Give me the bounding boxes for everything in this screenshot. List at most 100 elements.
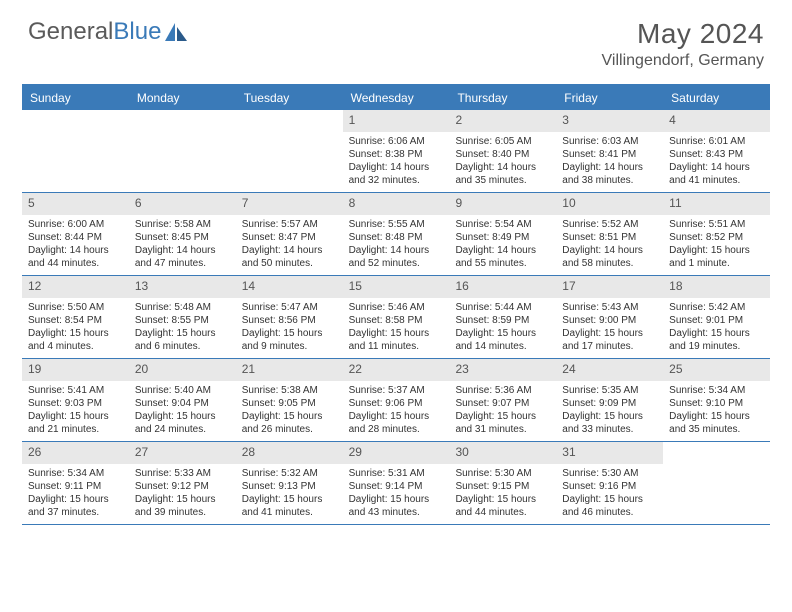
day-header-cell: Friday [556, 86, 663, 110]
daylight2-text: and 41 minutes. [242, 506, 337, 519]
sunrise-text: Sunrise: 5:35 AM [562, 384, 657, 397]
daylight1-text: Daylight: 14 hours [135, 244, 230, 257]
sunset-text: Sunset: 9:05 PM [242, 397, 337, 410]
calendar-cell: 5Sunrise: 6:00 AMSunset: 8:44 PMDaylight… [22, 193, 129, 275]
sunrise-text: Sunrise: 5:52 AM [562, 218, 657, 231]
sunrise-text: Sunrise: 5:34 AM [669, 384, 764, 397]
sunset-text: Sunset: 9:16 PM [562, 480, 657, 493]
daylight1-text: Daylight: 15 hours [669, 410, 764, 423]
sunrise-text: Sunrise: 5:33 AM [135, 467, 230, 480]
sunset-text: Sunset: 8:59 PM [455, 314, 550, 327]
day-number: 18 [663, 276, 770, 298]
day-header-cell: Tuesday [236, 86, 343, 110]
day-number: 2 [449, 110, 556, 132]
daylight1-text: Daylight: 14 hours [349, 161, 444, 174]
sunrise-text: Sunrise: 5:55 AM [349, 218, 444, 231]
sunset-text: Sunset: 8:52 PM [669, 231, 764, 244]
day-header-cell: Saturday [663, 86, 770, 110]
calendar-cell: 24Sunrise: 5:35 AMSunset: 9:09 PMDayligh… [556, 359, 663, 441]
daylight2-text: and 44 minutes. [455, 506, 550, 519]
calendar-cell: 23Sunrise: 5:36 AMSunset: 9:07 PMDayligh… [449, 359, 556, 441]
day-number: 15 [343, 276, 450, 298]
sunrise-text: Sunrise: 5:46 AM [349, 301, 444, 314]
sunset-text: Sunset: 9:09 PM [562, 397, 657, 410]
daylight1-text: Daylight: 14 hours [455, 244, 550, 257]
calendar-cell: 6Sunrise: 5:58 AMSunset: 8:45 PMDaylight… [129, 193, 236, 275]
daylight1-text: Daylight: 14 hours [455, 161, 550, 174]
calendar-cell [22, 110, 129, 192]
daylight2-text: and 11 minutes. [349, 340, 444, 353]
daylight2-text: and 46 minutes. [562, 506, 657, 519]
daylight2-text: and 44 minutes. [28, 257, 123, 270]
sunrise-text: Sunrise: 5:38 AM [242, 384, 337, 397]
daylight2-text: and 6 minutes. [135, 340, 230, 353]
sunrise-text: Sunrise: 6:01 AM [669, 135, 764, 148]
sunset-text: Sunset: 8:47 PM [242, 231, 337, 244]
daylight1-text: Daylight: 14 hours [242, 244, 337, 257]
sunset-text: Sunset: 9:11 PM [28, 480, 123, 493]
sunrise-text: Sunrise: 5:30 AM [455, 467, 550, 480]
sunset-text: Sunset: 8:41 PM [562, 148, 657, 161]
calendar-cell: 2Sunrise: 6:05 AMSunset: 8:40 PMDaylight… [449, 110, 556, 192]
daylight2-text: and 24 minutes. [135, 423, 230, 436]
day-number: 1 [343, 110, 450, 132]
sunset-text: Sunset: 8:44 PM [28, 231, 123, 244]
header: GeneralBlue May 2024 Villingendorf, Germ… [0, 0, 792, 78]
calendar-cell: 16Sunrise: 5:44 AMSunset: 8:59 PMDayligh… [449, 276, 556, 358]
sunrise-text: Sunrise: 5:47 AM [242, 301, 337, 314]
logo-text: GeneralBlue [28, 18, 161, 46]
sunset-text: Sunset: 8:54 PM [28, 314, 123, 327]
day-number: 25 [663, 359, 770, 381]
daylight1-text: Daylight: 15 hours [349, 410, 444, 423]
calendar-week: 5Sunrise: 6:00 AMSunset: 8:44 PMDaylight… [22, 193, 770, 276]
month-year: May 2024 [602, 18, 764, 50]
daylight1-text: Daylight: 15 hours [28, 410, 123, 423]
daylight1-text: Daylight: 15 hours [28, 493, 123, 506]
daylight1-text: Daylight: 15 hours [242, 493, 337, 506]
calendar-cell: 12Sunrise: 5:50 AMSunset: 8:54 PMDayligh… [22, 276, 129, 358]
daylight1-text: Daylight: 14 hours [349, 244, 444, 257]
day-number: 31 [556, 442, 663, 464]
calendar-cell: 8Sunrise: 5:55 AMSunset: 8:48 PMDaylight… [343, 193, 450, 275]
day-number: 27 [129, 442, 236, 464]
logo: GeneralBlue [28, 18, 189, 46]
sunset-text: Sunset: 8:43 PM [669, 148, 764, 161]
daylight2-text: and 33 minutes. [562, 423, 657, 436]
day-number: 12 [22, 276, 129, 298]
day-number: 14 [236, 276, 343, 298]
sunset-text: Sunset: 9:12 PM [135, 480, 230, 493]
calendar-cell: 26Sunrise: 5:34 AMSunset: 9:11 PMDayligh… [22, 442, 129, 524]
sunrise-text: Sunrise: 5:32 AM [242, 467, 337, 480]
sunrise-text: Sunrise: 5:42 AM [669, 301, 764, 314]
day-number: 5 [22, 193, 129, 215]
calendar-cell: 7Sunrise: 5:57 AMSunset: 8:47 PMDaylight… [236, 193, 343, 275]
daylight2-text: and 41 minutes. [669, 174, 764, 187]
calendar-cell: 19Sunrise: 5:41 AMSunset: 9:03 PMDayligh… [22, 359, 129, 441]
day-number: 16 [449, 276, 556, 298]
calendar-week: 26Sunrise: 5:34 AMSunset: 9:11 PMDayligh… [22, 442, 770, 525]
daylight2-text: and 35 minutes. [455, 174, 550, 187]
daylight1-text: Daylight: 15 hours [135, 327, 230, 340]
calendar-week: 19Sunrise: 5:41 AMSunset: 9:03 PMDayligh… [22, 359, 770, 442]
sunrise-text: Sunrise: 5:58 AM [135, 218, 230, 231]
sunrise-text: Sunrise: 5:54 AM [455, 218, 550, 231]
daylight2-text: and 58 minutes. [562, 257, 657, 270]
daylight1-text: Daylight: 14 hours [562, 161, 657, 174]
sunset-text: Sunset: 9:07 PM [455, 397, 550, 410]
sunset-text: Sunset: 9:06 PM [349, 397, 444, 410]
sunrise-text: Sunrise: 5:36 AM [455, 384, 550, 397]
daylight2-text: and 9 minutes. [242, 340, 337, 353]
daylight2-text: and 1 minute. [669, 257, 764, 270]
day-number: 6 [129, 193, 236, 215]
day-number: 20 [129, 359, 236, 381]
sail-icon [163, 21, 189, 43]
sunset-text: Sunset: 8:38 PM [349, 148, 444, 161]
day-number: 9 [449, 193, 556, 215]
day-number: 24 [556, 359, 663, 381]
daylight2-text: and 38 minutes. [562, 174, 657, 187]
calendar-cell [236, 110, 343, 192]
calendar-cell: 11Sunrise: 5:51 AMSunset: 8:52 PMDayligh… [663, 193, 770, 275]
daylight1-text: Daylight: 15 hours [28, 327, 123, 340]
daylight2-text: and 31 minutes. [455, 423, 550, 436]
calendar-cell: 28Sunrise: 5:32 AMSunset: 9:13 PMDayligh… [236, 442, 343, 524]
